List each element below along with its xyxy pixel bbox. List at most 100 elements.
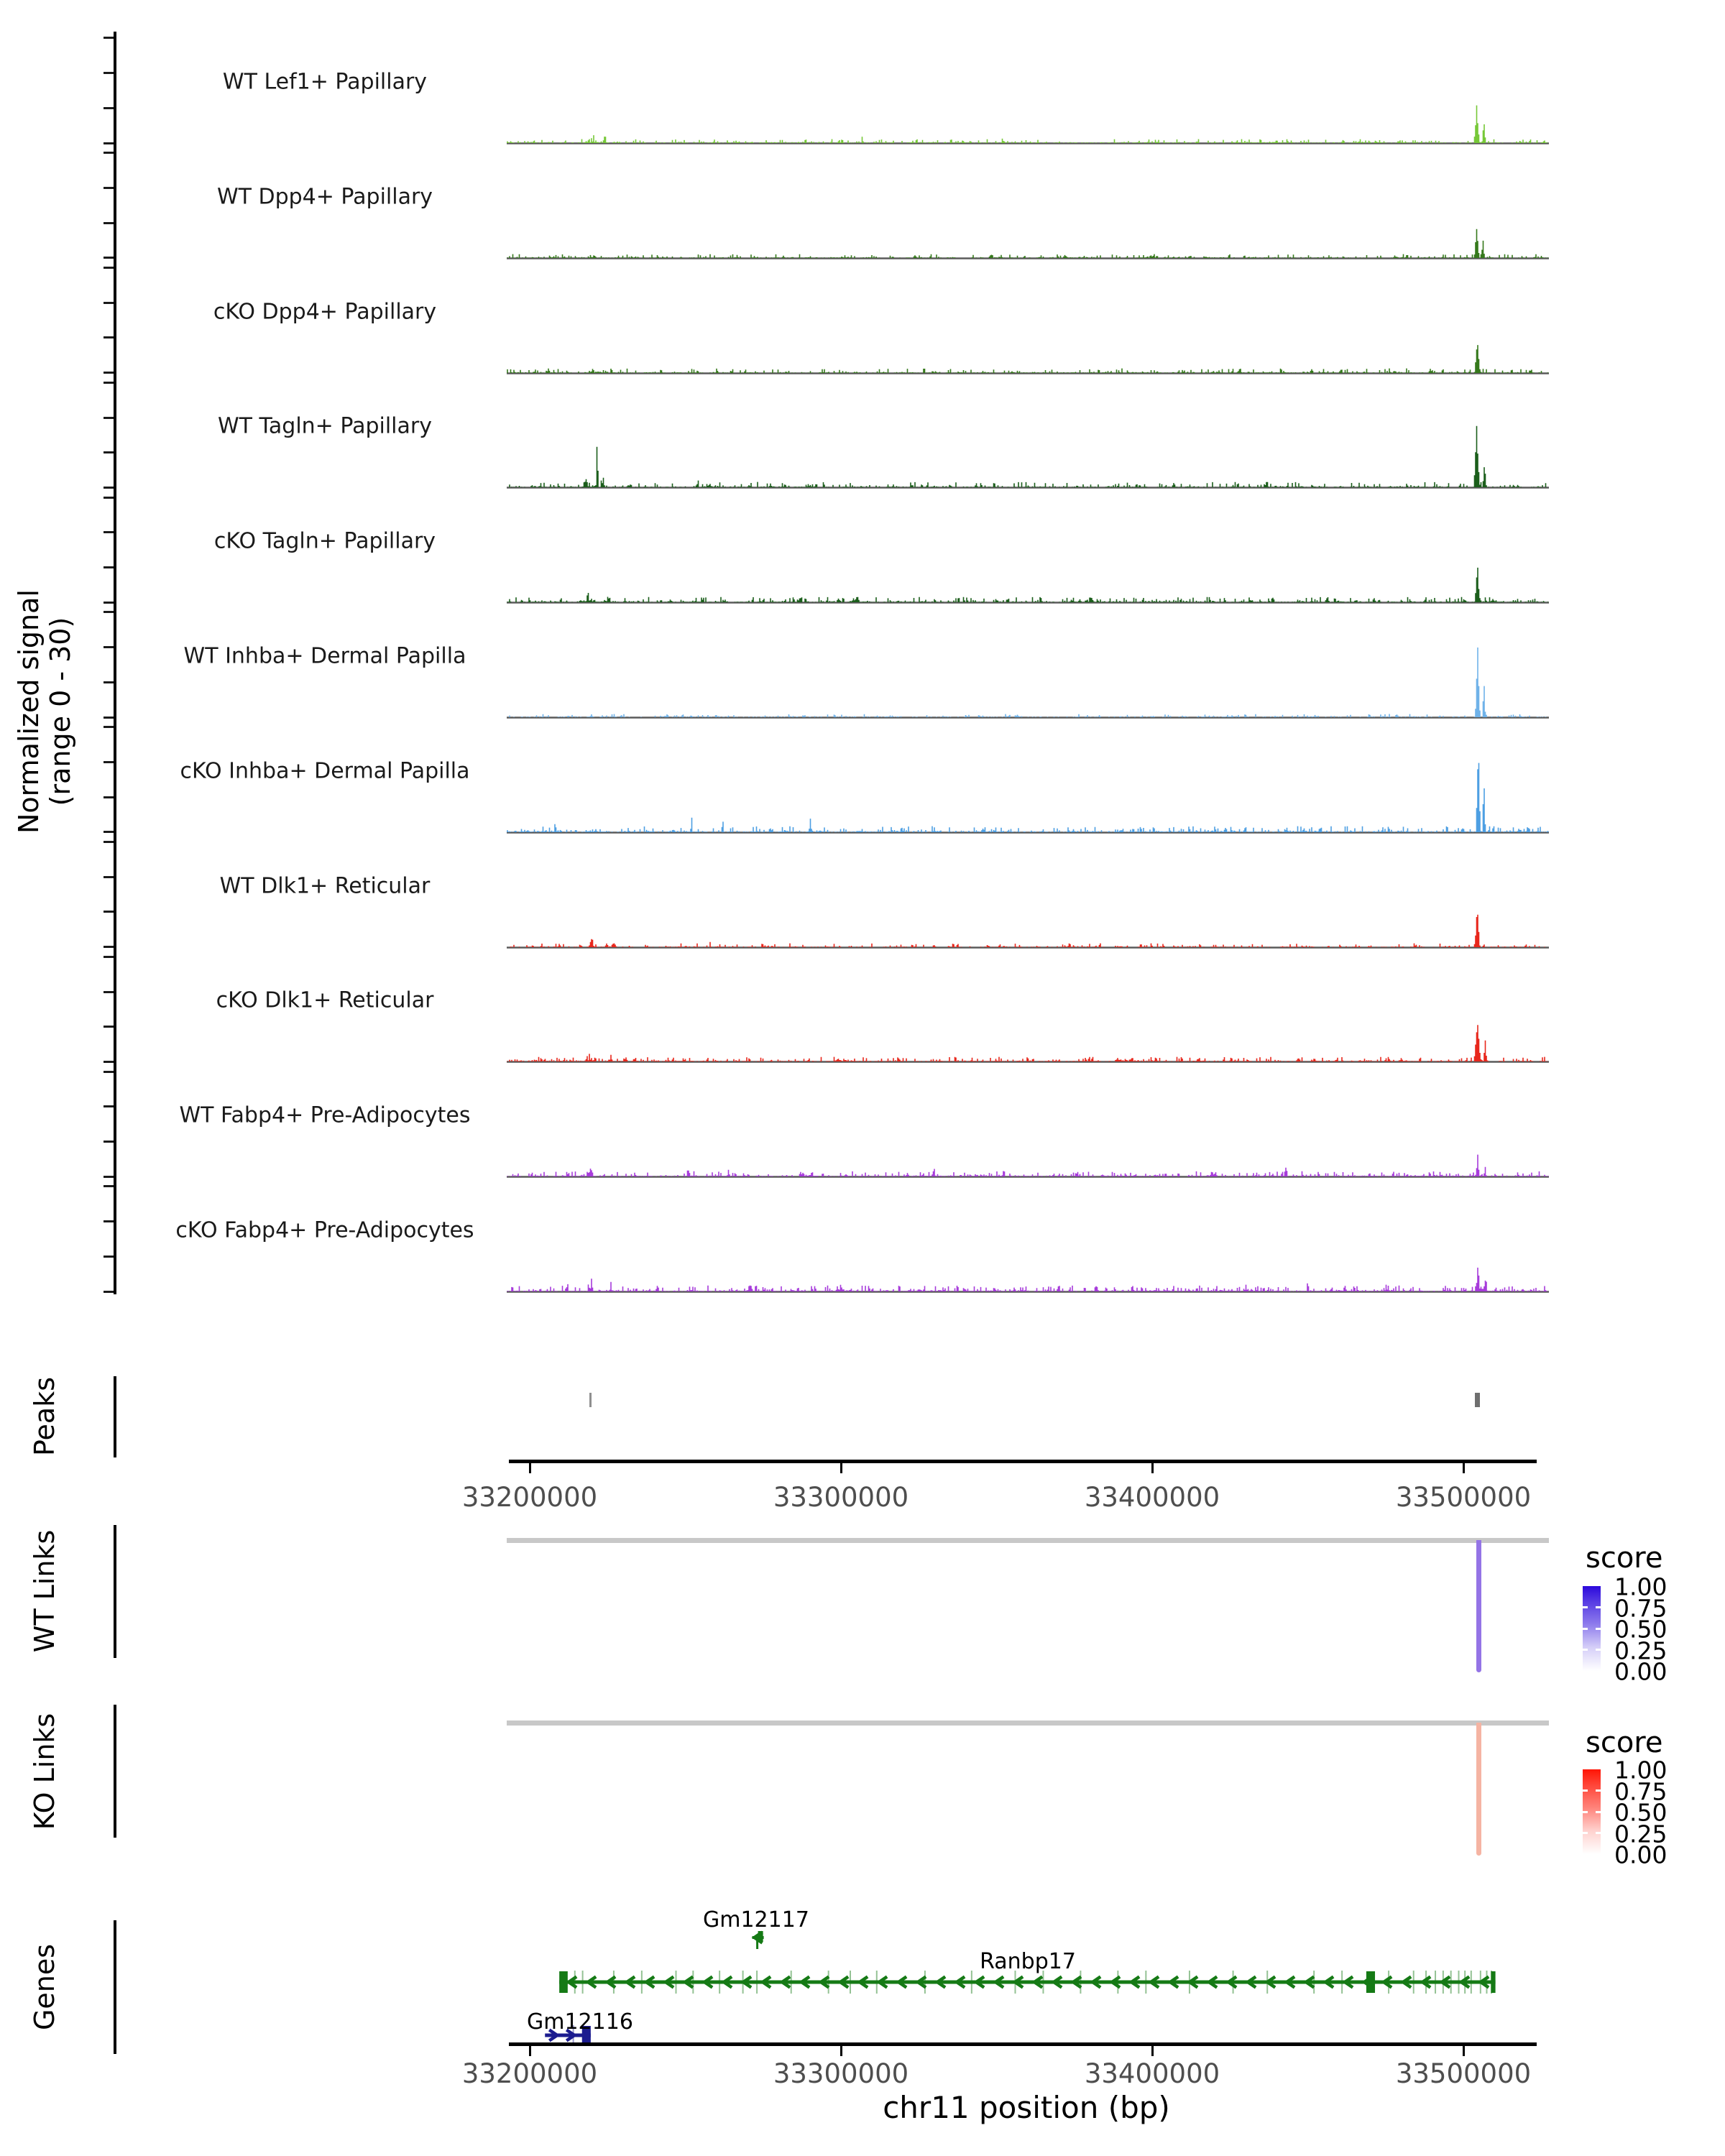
y-axis-tick (104, 531, 114, 534)
axis-tick-label: 33200000 (461, 2058, 598, 2089)
gene-strand-arrow-icon (1206, 1975, 1218, 1989)
signal-path (507, 229, 1549, 258)
legend-value-label: 0.00 (1614, 1657, 1668, 1686)
gene-strand-arrow-icon (1051, 1975, 1063, 1989)
gene-strand-arrow-icon (565, 2028, 578, 2042)
gene-strand-arrow-icon (1225, 1975, 1238, 1989)
gene-strand-arrow-icon (857, 1975, 869, 1989)
signal-track-2: WT Dpp4+ Papillary (0, 149, 1725, 260)
y-axis-tick (104, 72, 114, 75)
gene-strand-arrow-icon (896, 1975, 908, 1989)
y-axis-tick (104, 106, 114, 109)
signal-track-5: cKO Tagln+ Papillary (0, 494, 1725, 604)
legend-bar-tick (1596, 1810, 1601, 1813)
gene-strand-arrow-icon (993, 1975, 1005, 1989)
y-axis-tick (104, 760, 114, 763)
gene-strand-arrow-icon (934, 1975, 947, 1989)
gene-exon-block (1491, 1971, 1496, 1993)
y-axis-tick (104, 37, 114, 40)
signal-track-svg (507, 1267, 1549, 1293)
gene-strand-arrow-icon (1012, 1975, 1024, 1989)
gene-strand-arrow-icon (1109, 1975, 1121, 1989)
signal-track-svg (507, 568, 1549, 604)
legend-value-label: 0.50 (1614, 1798, 1668, 1827)
gene-exon-block (758, 1931, 763, 1942)
signal-track-svg (507, 1025, 1549, 1064)
signal-track-svg (507, 914, 1549, 949)
y-axis-tick (104, 1060, 114, 1063)
ko-links-section-label: KO Links (29, 1713, 60, 1830)
y-axis-tick (104, 1026, 114, 1028)
y-axis-tick (104, 1070, 114, 1073)
legend-value-label: 1.00 (1614, 1572, 1668, 1601)
signal-path (507, 1025, 1547, 1062)
gene-strand-arrow-icon (1128, 1975, 1141, 1989)
gene-strand-arrow-icon (1031, 1975, 1044, 1989)
axis-tick (840, 1463, 842, 1473)
wt-score-legend-title: score (1586, 1542, 1663, 1575)
genes-bracket (114, 1920, 116, 2054)
gene-strand-arrow-icon (837, 1975, 850, 1989)
y-axis-tick (104, 1105, 114, 1108)
legend-value-label: 0.75 (1614, 1777, 1668, 1805)
y-axis-tick (104, 186, 114, 189)
gene-strand-arrow-icon (799, 1975, 811, 1989)
y-axis-tick (104, 381, 114, 384)
legend-value-label: 0.50 (1614, 1615, 1668, 1644)
signal-path (507, 763, 1549, 832)
legend-bar-tick (1596, 1606, 1601, 1608)
signal-track-svg (507, 1154, 1549, 1178)
y-axis-tick (104, 875, 114, 878)
gene-strand-arrow-icon (1381, 1975, 1393, 1989)
gene-strand-arrow-icon (1322, 1975, 1335, 1989)
gene-label-ranbp17: Ranbp17 (980, 1949, 1076, 1974)
gene-strand-arrow-icon (702, 1975, 714, 1989)
y-axis-tick (104, 451, 114, 454)
legend-value-label: 0.00 (1614, 1841, 1668, 1869)
signal-path (507, 105, 1547, 143)
gene-strand-arrow-icon (1070, 1975, 1082, 1989)
signal-track-label: WT Tagln+ Papillary (218, 413, 432, 439)
y-axis-tick (104, 831, 114, 834)
gene-strand-arrow-icon (740, 1975, 753, 1989)
gene-strand-arrow-icon (1400, 1975, 1412, 1989)
axis-tick-label: 33300000 (773, 1482, 909, 1513)
y-axis-tick (104, 257, 114, 259)
wt-link-line (1476, 1540, 1482, 1672)
ko-links-rail (507, 1720, 1549, 1726)
axis-tick-label: 33400000 (1084, 1482, 1220, 1513)
y-axis-tick (104, 1220, 114, 1223)
axis-tick (528, 2046, 531, 2056)
axis-line (509, 1460, 1537, 1463)
legend-bar-tick (1596, 1832, 1601, 1834)
gene-label-gm12117: Gm12117 (703, 1907, 809, 1932)
signal-track-11: cKO Fabp4+ Pre-Adipocytes (0, 1183, 1725, 1294)
legend-bar-tick (1583, 1627, 1588, 1630)
genes-svg (545, 1930, 1496, 2045)
signal-track-label: cKO Tagln+ Papillary (213, 528, 436, 554)
y-axis-tick (104, 372, 114, 374)
y-axis-tick (104, 681, 114, 683)
y-axis-tick (104, 946, 114, 949)
gene-strand-arrow-icon (548, 2028, 561, 2042)
ko-links-bracket (114, 1705, 116, 1838)
peaks-section-label: Peaks (29, 1376, 60, 1457)
signal-track-8: WT Dlk1+ Reticular (0, 839, 1725, 949)
gene-strand-arrow-icon (721, 1975, 733, 1989)
signal-track-label: cKO Dlk1+ Reticular (216, 987, 434, 1013)
gene-strand-arrow-icon (1090, 1975, 1102, 1989)
axis-tick (1462, 2046, 1465, 2056)
peaks-bracket (114, 1376, 116, 1457)
axis-line (509, 2042, 1537, 2046)
gene-strand-arrow-icon (915, 1975, 927, 1989)
signal-track-10: WT Fabp4+ Pre-Adipocytes (0, 1068, 1725, 1179)
legend-value-label: 0.25 (1614, 1636, 1668, 1664)
peak-interval-mark (1475, 1393, 1481, 1407)
signal-track-label: cKO Inhba+ Dermal Papilla (180, 758, 470, 784)
signal-track-svg (507, 105, 1549, 144)
signal-track-svg (507, 229, 1549, 259)
y-axis-tick (104, 1185, 114, 1188)
gene-strand-arrow-icon (779, 1975, 791, 1989)
signal-path (507, 344, 1549, 373)
